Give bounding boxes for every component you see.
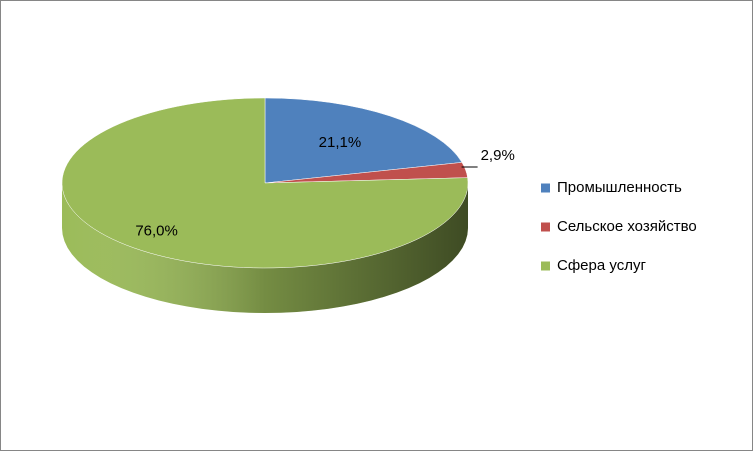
- slice: [61, 97, 469, 269]
- legend-swatch: [541, 261, 550, 271]
- legend-swatch: [541, 183, 550, 193]
- data-label: 76,0%: [135, 222, 178, 239]
- legend: Промышленность Сельское хозяйство Сфера ус…: [541, 179, 697, 274]
- legend-label: Сельское хозяйство: [557, 218, 697, 235]
- slice-side-shade: [62, 183, 468, 313]
- pie: 21,1% 2,9% 76,0%: [61, 97, 515, 313]
- data-label: 2,9%: [481, 147, 515, 164]
- legend-label: Промышленность: [557, 179, 682, 196]
- data-label: 21,1%: [319, 134, 362, 151]
- legend-label: Сфера услуг: [557, 257, 646, 274]
- slice: [264, 97, 463, 184]
- legend-swatch: [541, 222, 550, 232]
